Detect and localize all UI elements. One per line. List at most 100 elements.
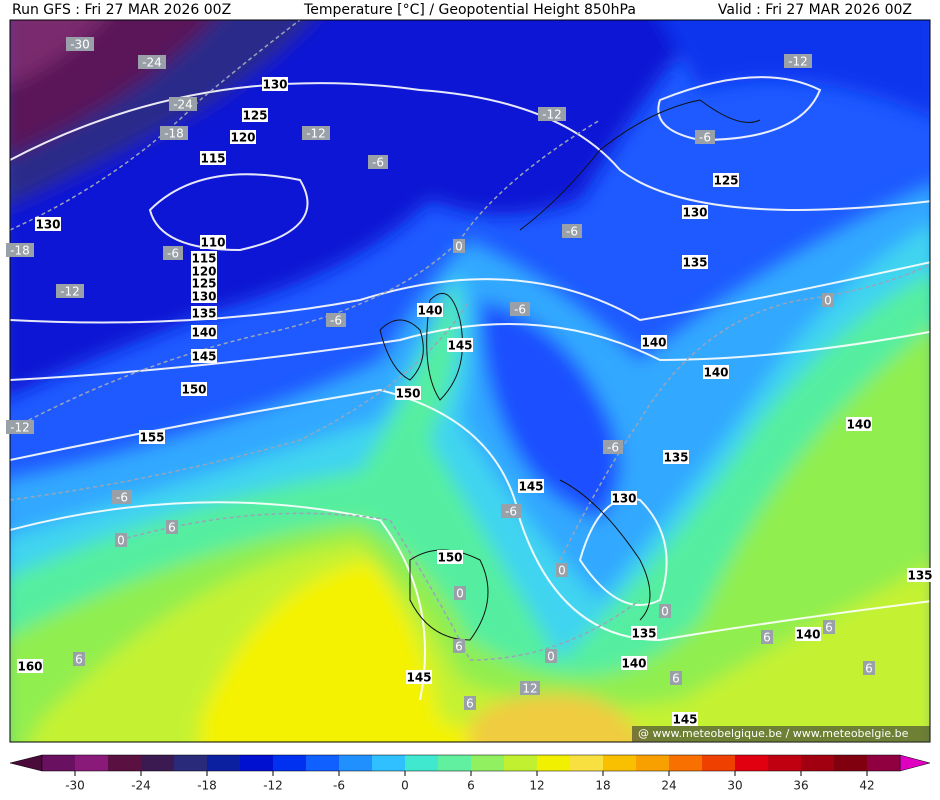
temperature-label-bg [169, 97, 197, 111]
height-label: 115 [200, 152, 225, 166]
height-label-bg [907, 568, 933, 582]
colorbar-swatch [702, 755, 736, 771]
height-label: 130 [191, 290, 216, 304]
height-label-bg [395, 386, 421, 400]
height-label: 140 [795, 628, 820, 642]
colorbar-swatch [273, 755, 307, 771]
temperature-label: 6 [466, 697, 474, 711]
temperature-label: -12 [10, 421, 30, 435]
temperature-label-bg [822, 293, 834, 307]
temperature-label: 0 [456, 587, 464, 601]
colorbar-swatch [768, 755, 802, 771]
height-label-bg [713, 173, 739, 187]
temperature-label: -12 [542, 108, 562, 122]
temperature-label-bg [56, 284, 84, 298]
temperature-label-bg [659, 604, 671, 618]
height-label: 130 [262, 78, 287, 92]
height-label: 135 [907, 569, 932, 583]
temperature-label-bg [562, 224, 582, 238]
height-label: 110 [200, 236, 225, 250]
height-label: 130 [682, 206, 707, 220]
temperature-label-bg [603, 440, 623, 454]
height-label-bg [682, 205, 708, 219]
colorbar-swatch [537, 755, 571, 771]
temperature-label: 0 [661, 605, 669, 619]
height-label-bg [242, 108, 268, 122]
colorbar-swatch [438, 755, 472, 771]
height-label: 135 [631, 627, 656, 641]
colorbar-swatch [471, 755, 505, 771]
height-label-bg [191, 276, 217, 290]
height-label-bg [191, 349, 217, 363]
colorbar-tick-label: 36 [793, 779, 808, 793]
height-label: 140 [417, 304, 442, 318]
temperature-label-bg [138, 55, 166, 69]
height-label: 160 [17, 660, 42, 674]
temperature-label: 0 [455, 240, 463, 254]
height-label-bg [682, 255, 708, 269]
temperature-label: -6 [607, 441, 619, 455]
temperature-label: -6 [167, 247, 179, 261]
height-label-bg [191, 306, 217, 320]
temperature-label: 6 [763, 631, 771, 645]
height-label-bg [631, 626, 657, 640]
temperature-label: -12 [788, 55, 808, 69]
temperature-label: -18 [10, 244, 30, 258]
height-label-bg [611, 491, 637, 505]
height-label-bg [181, 382, 207, 396]
colorbar-swatch [405, 755, 439, 771]
height-label: 135 [663, 451, 688, 465]
height-label: 140 [703, 366, 728, 380]
valid-label: Valid : Fri 27 MAR 2026 00Z [718, 2, 912, 18]
colorbar-swatch [834, 755, 868, 771]
temperature-label: 6 [455, 640, 463, 654]
height-label-bg [406, 670, 432, 684]
run-label: Run GFS : Fri 27 MAR 2026 00Z [12, 2, 231, 18]
temperature-label-bg [453, 239, 465, 253]
colorbar-tick-label: -18 [197, 779, 217, 793]
height-label: 140 [846, 418, 871, 432]
colorbar-swatch [372, 755, 406, 771]
height-label-bg [200, 235, 226, 249]
colorbar-tick-label: 12 [529, 779, 544, 793]
colorbar-tick-label: 6 [467, 779, 475, 793]
temperature-label: -6 [330, 314, 342, 328]
height-label-bg [795, 627, 821, 641]
temperature-label: 0 [117, 534, 125, 548]
temperature-label: -12 [60, 285, 80, 299]
temperature-label-bg [6, 243, 34, 257]
height-label-bg [191, 264, 217, 278]
colorbar-swatch [669, 755, 703, 771]
temperature-label-bg [784, 54, 812, 68]
colorbar-swatch [504, 755, 538, 771]
temperature-label: 0 [558, 564, 566, 578]
temperature-label-bg [761, 630, 773, 644]
temperature-label-bg [545, 649, 557, 663]
temperature-label-bg [670, 671, 682, 685]
height-label: 120 [230, 131, 255, 145]
temperature-label-bg [166, 520, 178, 534]
watermark: @ www.meteobelgique.be / www.meteobelgie… [638, 727, 909, 740]
height-label: 155 [139, 431, 164, 445]
map-title: Temperature [°C] / Geopotential Height 8… [303, 2, 636, 18]
height-label: 125 [713, 174, 738, 188]
height-label-bg [846, 417, 872, 431]
temperature-label: 12 [522, 682, 537, 696]
colorbar-swatch [240, 755, 274, 771]
colorbar-swatch [603, 755, 637, 771]
height-label: 140 [641, 336, 666, 350]
temperature-label-bg [863, 661, 875, 675]
temperature-label-bg [556, 563, 568, 577]
colorbar-tick-label: -24 [131, 779, 151, 793]
temperature-label-bg [454, 586, 466, 600]
temperature-label-bg [501, 504, 521, 518]
temperature-label-bg [368, 155, 388, 169]
height-label: 140 [191, 326, 216, 340]
height-label-bg [417, 303, 443, 317]
height-label: 150 [395, 387, 420, 401]
colorbar-swatch [174, 755, 208, 771]
temperature-label: 0 [547, 650, 555, 664]
height-label: 145 [191, 350, 216, 364]
height-label-bg [35, 217, 61, 231]
